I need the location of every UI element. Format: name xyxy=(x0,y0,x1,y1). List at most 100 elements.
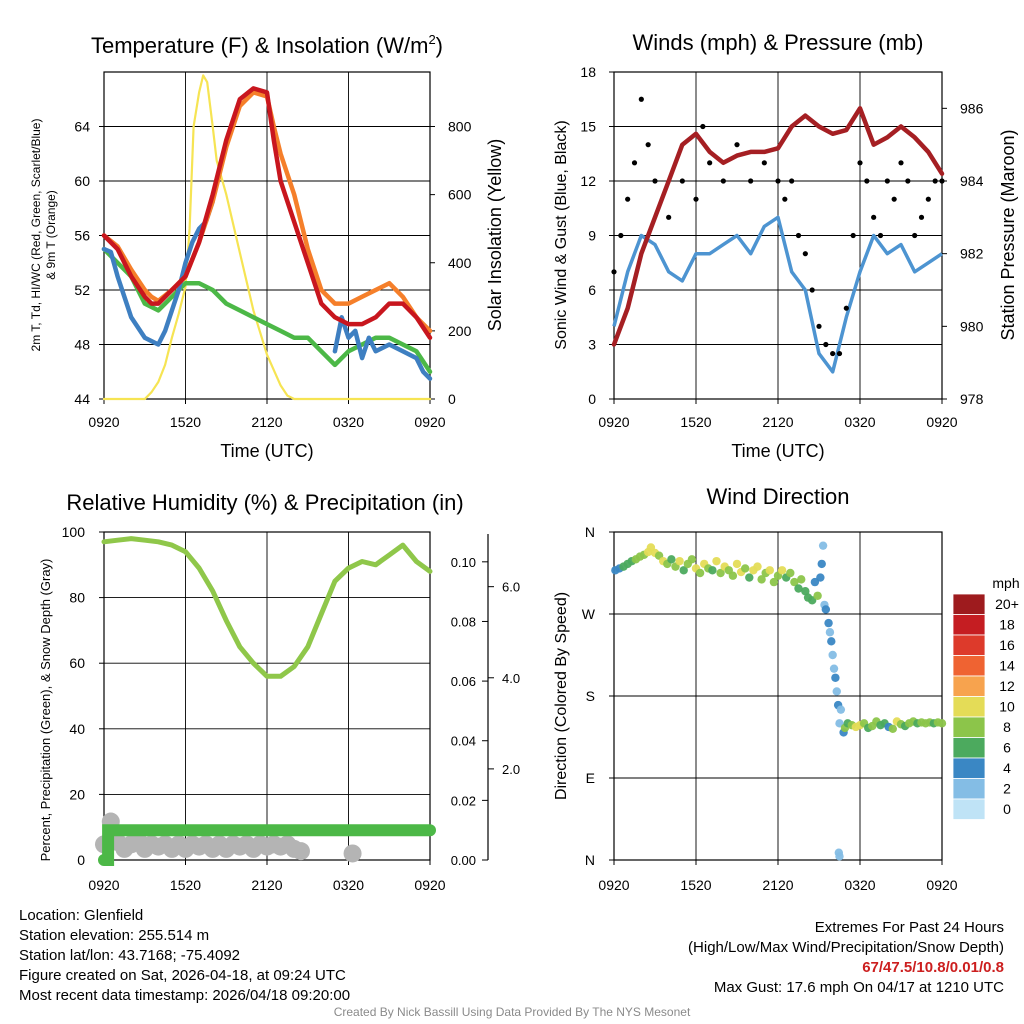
gust-point xyxy=(877,232,884,239)
gust-point xyxy=(625,196,631,202)
gust-point xyxy=(795,232,802,239)
gust-point xyxy=(707,160,713,166)
direction-ytick-label: E xyxy=(586,770,595,786)
gust-point xyxy=(645,142,651,148)
wind-direction-point xyxy=(675,556,684,566)
gust-point xyxy=(836,350,843,357)
humidity-ytick-label: 20 xyxy=(69,786,85,802)
insolation-ytick-label: 0 xyxy=(448,391,456,407)
colorbar-label: 14 xyxy=(999,658,1015,674)
colorbar-label: 6 xyxy=(1003,740,1011,756)
wind-ytick-label: 6 xyxy=(588,282,596,298)
colorbar-swatch xyxy=(952,675,986,697)
colorbar-label: 12 xyxy=(999,678,1015,694)
humidity-xtick-label: 0320 xyxy=(333,877,364,893)
wind-direction-point xyxy=(937,719,947,728)
wind-direction-point xyxy=(794,584,803,593)
wind-ytick-label: 3 xyxy=(588,337,596,353)
colorbar-title: mph xyxy=(992,575,1019,591)
gust-point xyxy=(618,232,624,239)
gust-point xyxy=(700,123,706,130)
wind-direction-point xyxy=(825,628,835,637)
temperature-xtick-label: 0920 xyxy=(414,414,445,430)
colorbar-swatch xyxy=(952,696,986,718)
winds-xtick-label: 0920 xyxy=(598,414,629,430)
wind-direction-point xyxy=(790,577,799,587)
gust-point xyxy=(748,178,754,184)
humidity-xtick-label: 0920 xyxy=(414,877,445,893)
precip-ytick-label: 0.08 xyxy=(451,614,476,629)
snow-ytick-label: 2.0 xyxy=(502,762,520,777)
extremes-heading: Extremes For Past 24 Hours xyxy=(814,919,1004,936)
wind-direction-point xyxy=(827,637,836,646)
temperature-ytick-label: 60 xyxy=(74,173,90,189)
humidity-ytick-label: 100 xyxy=(62,524,86,540)
winds-chart: Winds (mph) & Pressure (mb) 0 3 6 9 12 15 18 978… xyxy=(553,30,1018,461)
colorbar-label: 18 xyxy=(999,617,1015,633)
precip-ytick-label: 0.06 xyxy=(451,674,476,689)
precip-ytick-label: 0.02 xyxy=(451,793,476,808)
humidity-ytick-label: 80 xyxy=(69,590,85,606)
wind-direction-point xyxy=(716,568,725,578)
humidity-ytick-label: 60 xyxy=(69,655,85,671)
humidity-xtick-label: 2120 xyxy=(251,877,282,893)
gust-point xyxy=(782,196,788,202)
extremes-subheading: (High/Low/Max Wind/Precipitation/Snow De… xyxy=(688,939,1004,956)
gust-point xyxy=(850,232,856,239)
wind-direction-point xyxy=(816,573,825,582)
pressure-line xyxy=(611,106,945,347)
precip-ytick-label: 0.10 xyxy=(451,555,476,570)
temperature-series-solar-insolation xyxy=(102,74,432,401)
gust-point xyxy=(939,178,945,184)
colorbar-swatch xyxy=(952,593,986,615)
gust-point xyxy=(843,305,849,311)
temperature-series-hi-wc xyxy=(101,199,215,347)
pressure-ytick-label: 984 xyxy=(960,173,984,189)
pressure-ytick-label: 980 xyxy=(960,318,984,334)
wind-direction-point xyxy=(732,559,742,569)
wind-ytick-label: 12 xyxy=(580,173,596,189)
colorbar-label: 16 xyxy=(999,637,1015,653)
gust-point xyxy=(871,214,877,220)
temperature-title-close: ) xyxy=(436,33,443,58)
pressure-ytick-label: 982 xyxy=(960,246,984,262)
latlon-text: Station lat/lon: 43.7168; -75.4092 xyxy=(19,947,241,964)
gust-point xyxy=(679,178,685,184)
wind-direction-point xyxy=(836,705,846,714)
gust-point xyxy=(693,196,699,202)
temperature-xtick-label: 2120 xyxy=(251,414,282,430)
gust-point xyxy=(864,178,870,184)
gust-point xyxy=(789,178,795,184)
snow-depth-point xyxy=(343,844,362,863)
gust-point xyxy=(631,160,638,166)
gust-point xyxy=(891,196,897,202)
wind-ytick-label: 18 xyxy=(580,64,596,80)
extremes-panel: Extremes For Past 24 Hours (High/Low/Max… xyxy=(688,918,1004,998)
wind-direction-point xyxy=(818,541,828,550)
wind-direction-point xyxy=(786,568,795,578)
colorbar-label: 8 xyxy=(1003,719,1011,735)
gust-point xyxy=(775,178,781,184)
gust-point xyxy=(666,214,672,220)
direction-xtick-label: 1520 xyxy=(680,877,711,893)
insolation-ytick-label: 800 xyxy=(448,119,472,135)
winds-chart-title: Winds (mph) & Pressure (mb) xyxy=(633,30,924,55)
colorbar-label: 20+ xyxy=(995,596,1019,612)
humidity-xtick-label: 1520 xyxy=(170,877,201,893)
wind-direction-point xyxy=(667,555,676,564)
wind-direction-chart-title: Wind Direction xyxy=(706,484,849,509)
humidity-ylabel: Percent, Precipitation (Green), & Snow D… xyxy=(38,559,53,862)
colorbar-swatch xyxy=(952,757,986,779)
colorbar-label: 2 xyxy=(1003,781,1011,797)
wind-direction-point xyxy=(777,566,787,575)
wind-speed-line xyxy=(612,215,943,374)
colorbar-label: 10 xyxy=(999,699,1015,715)
max-gust-text: Max Gust: 17.6 mph On 04/17 at 1210 UTC xyxy=(713,979,1004,996)
temperature-xtick-label: 1520 xyxy=(170,414,201,430)
wind-direction-point xyxy=(765,566,774,575)
wind-direction-point xyxy=(835,852,844,861)
direction-xtick-label: 0320 xyxy=(844,877,875,893)
precipitation-line xyxy=(98,824,436,866)
temperature-ytick-label: 44 xyxy=(74,391,90,407)
